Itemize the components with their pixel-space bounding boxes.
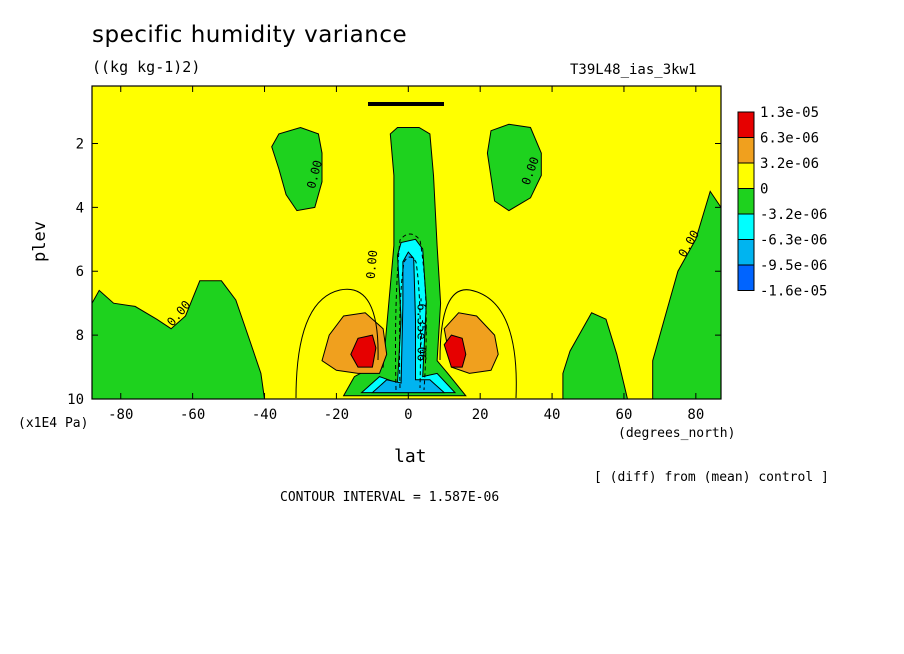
y-tick-label: 4 [76, 200, 84, 216]
color-legend: 1.3e-05 6.3e-06 3.2e-06 0 -3.2e-06 -6.3e-06 -9… [737, 105, 827, 300]
legend-label: 6.3e-06 [760, 131, 819, 147]
y-tick-label: 8 [76, 328, 84, 344]
contour-regions [91, 123, 722, 400]
contour-label: 0.00 [364, 250, 380, 280]
legend-color-box [737, 264, 755, 291]
x-axis: -80 -60 -40 -20 0 20 40 60 80 [108, 86, 704, 423]
plot-frame [91, 85, 722, 400]
legend-label: -3.2e-06 [760, 207, 827, 223]
x-axis-units: (degrees_north) [618, 426, 736, 441]
legend-label: 3.2e-06 [760, 156, 819, 172]
legend-color-box [737, 111, 755, 138]
legend-color-box [737, 137, 755, 164]
x-tick-label: 20 [472, 407, 489, 423]
x-tick-label: 0 [404, 407, 412, 423]
contour-region-0-1 [271, 126, 323, 212]
contour-region-0-0 [91, 280, 266, 400]
contour-label: -6.35e-06 [414, 296, 428, 361]
x-tick-label: -20 [324, 407, 349, 423]
legend-color-box [737, 188, 755, 215]
chart-units: ((kg kg-1)2) [92, 58, 201, 76]
difference-note: [ (diff) from (mean) control ] [594, 470, 829, 485]
contour-region-4-0 [350, 334, 377, 368]
legend-label: 0 [760, 182, 768, 198]
contour-interval: CONTOUR INTERVAL = 1.587E-06 [280, 490, 500, 505]
x-tick-label: 40 [544, 407, 561, 423]
x-tick-label: 60 [616, 407, 633, 423]
x-tick-label: -60 [180, 407, 205, 423]
legend-label: -9.5e-06 [760, 258, 827, 274]
legend-label: -6.3e-06 [760, 233, 827, 249]
legend-label: 1.3e-05 [760, 105, 819, 121]
contour-line-right-outer [439, 289, 517, 399]
y-tick-label: 10 [67, 392, 84, 408]
legend-color-box [737, 213, 755, 240]
contour-lines [295, 102, 517, 399]
contour-line-center-dashed-1 [395, 233, 427, 391]
x-tick-label: -40 [252, 407, 277, 423]
legend-color-box [737, 162, 755, 189]
contour-region-0-4 [562, 312, 629, 400]
legend-label: -1.6e-05 [760, 284, 827, 300]
y-axis-multiplier: (x1E4 Pa) [18, 416, 89, 431]
chart-title: specific humidity variance [92, 22, 408, 48]
x-tick-label: 80 [687, 407, 704, 423]
y-axis: 2 4 6 8 10 [67, 136, 721, 408]
run-id: T39L48_ias_3kw1 [570, 62, 697, 78]
contour-line-center-dashed-2 [399, 256, 421, 389]
contour-region-0-2 [486, 123, 542, 212]
contour-region-4-1 [443, 334, 467, 368]
y-tick-label: 2 [76, 136, 84, 152]
legend-color-box [737, 239, 755, 266]
y-axis-label: plev [30, 221, 50, 262]
x-tick-label: -80 [108, 407, 133, 423]
x-axis-label: lat [394, 446, 427, 467]
contour-line-left-outer [295, 288, 379, 399]
y-tick-label: 6 [76, 264, 84, 280]
